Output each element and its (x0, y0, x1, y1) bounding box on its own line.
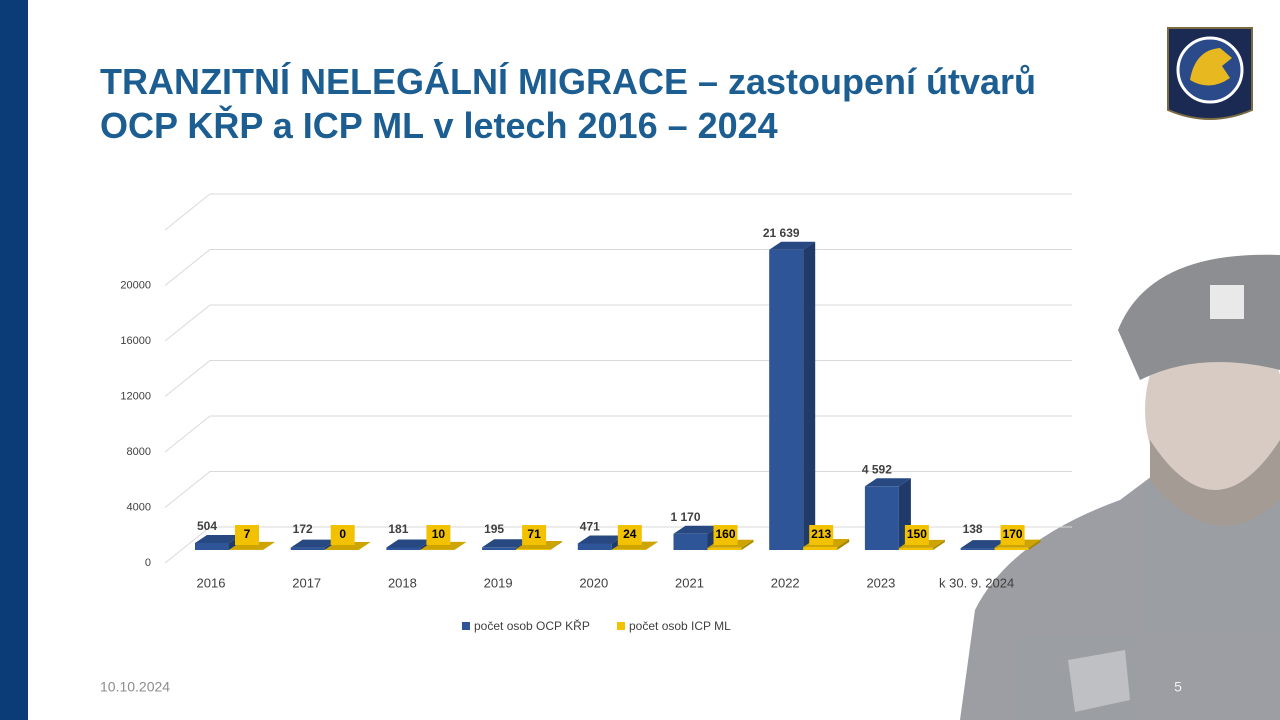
bar-top (673, 525, 720, 534)
page-number: 5 (1174, 679, 1182, 695)
side-stripe (0, 0, 28, 720)
bar-top (769, 241, 816, 250)
data-label-box (713, 525, 738, 545)
x-tick-label: 2019 (484, 575, 513, 590)
data-label: 24 (623, 527, 637, 541)
data-label-box (904, 525, 929, 545)
data-label: 10 (432, 527, 446, 541)
data-label: 71 (527, 527, 541, 541)
grid-line (164, 193, 1072, 231)
legend-label: počet osob OCP KŘP (474, 618, 590, 633)
person-photo (960, 254, 1280, 720)
data-label-box (617, 525, 642, 545)
bar-top (290, 539, 337, 548)
bar-front (864, 486, 899, 550)
data-label-box (330, 525, 355, 545)
data-label: 4 592 (862, 462, 892, 476)
data-label: 170 (1003, 527, 1023, 541)
x-tick-label: 2023 (866, 575, 895, 590)
x-tick-label: 2018 (388, 575, 417, 590)
x-tick-label: 2020 (579, 575, 608, 590)
bar-front (482, 547, 517, 550)
bar-front (707, 547, 742, 550)
bar-front (994, 547, 1029, 550)
data-label: 504 (197, 519, 217, 533)
legend-swatch (617, 622, 625, 630)
x-tick-label: 2016 (197, 575, 226, 590)
data-label: 213 (811, 527, 831, 541)
data-label-box (522, 525, 547, 545)
y-tick-label: 12000 (120, 390, 151, 402)
data-label: 150 (907, 527, 927, 541)
bar-front (577, 543, 612, 550)
grid-line (164, 415, 1072, 453)
bar-front (803, 547, 838, 550)
data-label-box (426, 525, 451, 545)
bar-side (932, 539, 945, 550)
y-tick-label: 8000 (127, 446, 151, 458)
data-label: 471 (580, 520, 600, 534)
bar-side (803, 241, 816, 550)
bar-top (864, 478, 911, 487)
grid-line (164, 249, 1072, 286)
bar-front (960, 548, 995, 550)
bar-top (577, 535, 624, 544)
bar-side (550, 541, 563, 550)
logo (1167, 27, 1253, 120)
bar-side (263, 541, 275, 550)
bar-top (960, 540, 1007, 549)
data-label: 7 (244, 527, 251, 541)
bar-side (837, 539, 850, 550)
data-label: 0 (339, 527, 346, 541)
x-tick-label: 2022 (771, 575, 800, 590)
data-label: 1 170 (670, 510, 700, 524)
x-tick-label: 2017 (292, 575, 321, 590)
y-tick-label: 4000 (127, 501, 151, 513)
bar-front (673, 533, 708, 550)
data-label: 181 (388, 522, 408, 536)
bar-front (769, 249, 804, 550)
data-label: 21 639 (763, 226, 800, 240)
data-label-box (1000, 525, 1025, 545)
data-label: 195 (484, 522, 504, 536)
legend-swatch (462, 622, 470, 630)
bar-top (482, 539, 529, 548)
bar-front (898, 547, 933, 550)
y-tick-label: 0 (145, 557, 151, 569)
x-tick-label: 2021 (675, 575, 704, 590)
data-label: 160 (715, 527, 735, 541)
bar-side (1028, 539, 1041, 550)
x-tick-label: k 30. 9. 2024 (939, 575, 1014, 590)
data-label-box (235, 525, 259, 545)
bar-front (516, 549, 551, 550)
bar-top (386, 539, 433, 548)
grid-line (164, 471, 1072, 508)
grid-line (164, 304, 1072, 342)
y-tick-label: 16000 (120, 335, 151, 347)
bar-front (386, 547, 421, 550)
bar-side (645, 541, 658, 550)
data-label: 138 (963, 522, 983, 536)
legend-label: počet osob ICP ML (629, 619, 731, 633)
data-label-box (809, 525, 834, 545)
footer-date: 10.10.2024 (100, 679, 170, 695)
bar-top (195, 535, 241, 544)
bar-side (741, 539, 754, 550)
bar-side (454, 541, 467, 550)
grid-line (164, 360, 1072, 397)
bar-front (195, 543, 229, 550)
bar-front (290, 547, 325, 550)
data-label: 172 (293, 522, 313, 536)
slide-title: TRANZITNÍ NELEGÁLNÍ MIGRACE – zastoupení… (100, 61, 1037, 146)
y-tick-label: 20000 (120, 279, 151, 291)
